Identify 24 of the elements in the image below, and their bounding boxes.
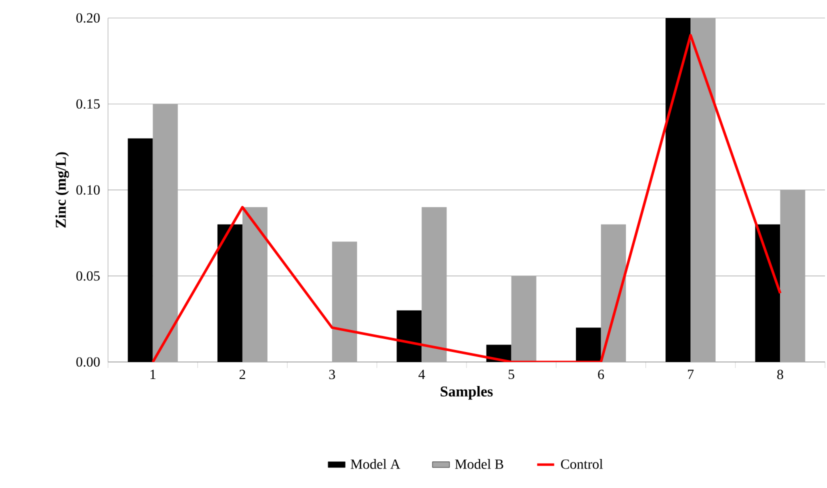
bar [128, 138, 153, 362]
x-tick-label: 4 [418, 370, 425, 379]
legend-label: Control [561, 459, 603, 469]
bar [755, 224, 780, 362]
x-tick-label: 3 [329, 370, 336, 380]
legend-label: Model A [350, 459, 400, 469]
bar [576, 328, 601, 362]
y-axis-title: Zinc (mg/L) [55, 152, 69, 228]
bar [666, 18, 691, 362]
legend-label: Model B [455, 459, 504, 469]
x-axis-title: Samples [440, 386, 493, 400]
y-tick-label: 0.20 [76, 13, 100, 23]
y-tick-label: 0.05 [76, 271, 100, 281]
bar [217, 224, 242, 362]
x-tick-label: 2 [240, 370, 246, 379]
bar [396, 310, 422, 362]
x-tick-label: 6 [598, 370, 604, 380]
x-tick-label: 1 [150, 370, 156, 379]
y-tick-label: 0.00 [76, 357, 100, 367]
y-tick-label: 0.15 [76, 99, 100, 109]
x-tick-label: 7 [688, 370, 694, 379]
x-tick-label: 8 [777, 370, 784, 380]
y-tick-label: 0.10 [76, 185, 100, 195]
x-tick-label: 5 [508, 370, 514, 380]
